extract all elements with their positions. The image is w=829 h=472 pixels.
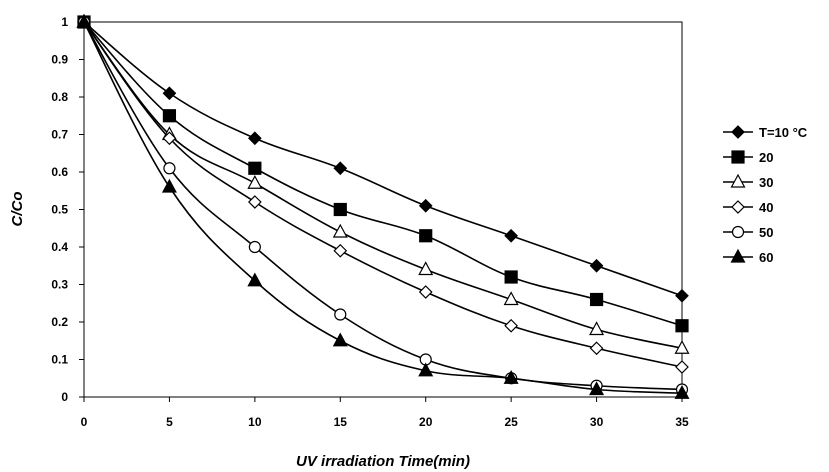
x-axis-title: UV irradiation Time(min) [296,453,470,470]
data-point [503,291,519,306]
legend-marker [730,173,746,188]
data-point [589,292,604,307]
data-point [504,228,518,243]
plot-area [83,21,683,398]
data-point [333,161,348,176]
data-point [418,198,433,213]
data-point [332,223,348,238]
data-point [334,308,347,321]
legend-item: 40 [723,200,773,215]
legend-marker [731,225,745,239]
legend-label: 60 [759,250,773,265]
data-point [675,319,689,333]
legend-marker [731,200,745,214]
y-tick-label: 0.9 [51,53,68,67]
y-tick-label: 0.1 [51,353,68,367]
x-tick-label: 30 [590,415,604,429]
y-tick-label: 0.6 [51,165,68,179]
legend-item: T=10 °C [723,125,808,140]
data-point [248,195,262,209]
legend-marker [731,125,745,139]
y-axis-ticks: 0 0.1 0.2 0.3 0.4 0.5 0.6 0.7 0.8 0.9 1 [51,15,84,404]
legend-label: T=10 °C [759,125,808,140]
data-point [503,369,519,384]
data-point [161,178,177,193]
data-point [162,131,177,146]
legend-marker [730,248,746,263]
data-point [418,285,433,299]
data-point [674,384,690,399]
y-tick-label: 0.3 [51,278,68,292]
y-tick-label: 1 [61,15,68,29]
y-tick-label: 0.4 [51,240,68,254]
x-tick-label: 0 [81,415,88,429]
legend-label: 20 [759,150,773,165]
data-point [675,288,689,303]
data-point [162,109,177,123]
data-point [674,339,690,354]
series-6 [76,13,690,399]
data-point [333,243,348,258]
legend: T=10 °C 20 30 40 50 60 [723,125,808,265]
x-axis-ticks: 0 5 10 15 20 25 30 35 [81,397,689,429]
legend-marker [731,150,745,164]
data-point [333,202,347,217]
x-tick-label: 5 [166,415,173,429]
y-tick-label: 0.5 [51,203,68,217]
x-tick-label: 15 [334,415,348,429]
x-tick-label: 10 [248,415,262,429]
legend-item: 20 [723,150,773,165]
series-layer [76,13,690,399]
data-point [247,174,263,189]
data-point [248,240,261,254]
legend-item: 30 [723,173,773,190]
y-tick-label: 0 [61,390,68,404]
data-point [418,362,434,377]
data-point [76,13,92,28]
data-point [332,332,348,347]
x-tick-label: 25 [504,415,518,429]
x-tick-label: 20 [419,415,433,429]
data-point [248,161,262,175]
data-point [248,131,262,146]
legend-label: 30 [759,175,773,190]
x-tick-label: 35 [675,415,689,429]
data-point [589,321,605,336]
data-point [675,360,689,374]
data-point [418,261,434,276]
y-tick-label: 0.2 [51,315,68,329]
legend-item: 60 [723,248,773,265]
data-point [504,318,518,333]
data-point [247,272,263,287]
legend-label: 50 [759,225,773,240]
legend-label: 40 [759,200,773,215]
data-point [589,341,604,356]
data-point [163,162,176,175]
data-point [162,86,177,101]
legend-item: 50 [723,225,773,240]
data-point [589,258,604,273]
y-axis-title: C/Co [9,192,26,227]
data-point [419,229,433,243]
y-tick-label: 0.8 [51,90,68,104]
y-tick-label: 0.7 [51,128,68,142]
data-point [589,381,605,396]
data-point [504,270,518,284]
